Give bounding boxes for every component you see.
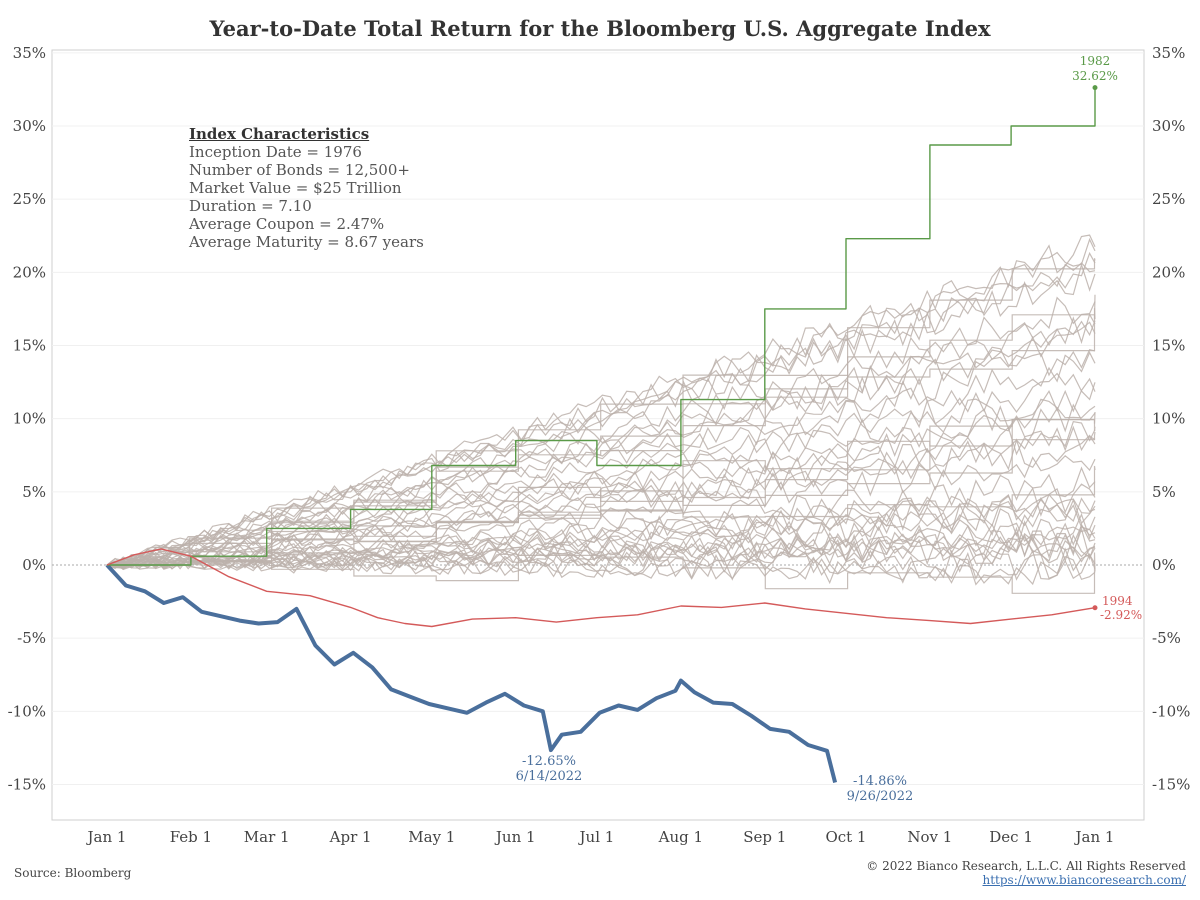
- y-tick-label-right: -10%: [1152, 702, 1190, 720]
- data-label-1994-value: -2.92%: [1100, 608, 1142, 622]
- series-line-other-year: [107, 308, 1096, 566]
- y-tick-label-right: 20%: [1152, 263, 1185, 281]
- data-label-1982-value: 32.62%: [1072, 69, 1118, 83]
- index-characteristics-box: Index Characteristics Inception Date = 1…: [189, 125, 424, 251]
- y-tick-label-left: 0%: [22, 556, 46, 574]
- index-characteristic-line: Average Maturity = 8.67 years: [189, 233, 424, 251]
- index-characteristics-heading: Index Characteristics: [189, 125, 370, 143]
- series-line-other-year: [107, 411, 1096, 566]
- copyright-note: © 2022 Bianco Research, L.L.C. All Right…: [866, 859, 1186, 887]
- series-line-other-year: [106, 320, 1096, 568]
- copyright-text: © 2022 Bianco Research, L.L.C. All Right…: [866, 859, 1186, 873]
- data-label-2022-last-date: 9/26/2022: [847, 789, 914, 804]
- x-tick-label: Jan 1: [86, 828, 127, 846]
- y-tick-label-right: -5%: [1152, 629, 1181, 647]
- data-label-2022-last: -14.86%: [853, 774, 907, 789]
- y-tick-label-right: 15%: [1152, 337, 1185, 355]
- x-tick-label: Oct 1: [825, 828, 866, 846]
- y-tick-label-left: 25%: [13, 190, 46, 208]
- series-line-other-year: [106, 547, 1096, 581]
- series-line-other-year: [106, 555, 1096, 586]
- y-tick-label-right: -15%: [1152, 776, 1190, 794]
- y-tick-label-left: 20%: [13, 263, 46, 281]
- end-point-1982: [1092, 85, 1098, 91]
- series-line-other-year: [106, 526, 1096, 570]
- index-characteristic-line: Number of Bonds = 12,500+: [189, 161, 410, 179]
- website-link[interactable]: https://www.biancoresearch.com/: [982, 873, 1186, 887]
- y-tick-label-left: -15%: [8, 776, 46, 794]
- x-tick-label: Sep 1: [743, 828, 786, 846]
- y-tick-label-left: 5%: [22, 483, 46, 501]
- y-tick-label-right: 5%: [1152, 483, 1176, 501]
- chart-title: Year-to-Date Total Return for the Bloomb…: [209, 16, 991, 41]
- x-tick-label: Apr 1: [329, 828, 372, 846]
- series-line-1982: [107, 87, 1096, 566]
- data-label-1994: 1994: [1102, 594, 1133, 608]
- x-tick-label: May 1: [408, 828, 455, 846]
- series-line-other-year: [106, 536, 1096, 570]
- y-tick-label-right: 10%: [1152, 410, 1185, 428]
- y-tick-label-left: -5%: [17, 629, 46, 647]
- x-tick-label: Dec 1: [989, 828, 1033, 846]
- y-tick-label-left: 30%: [13, 117, 46, 135]
- end-point-1994: [1092, 605, 1098, 611]
- y-tick-label-right: 25%: [1152, 190, 1185, 208]
- plot-frame: [51, 49, 1145, 821]
- series-line-other-year: [106, 262, 1096, 567]
- series-line-2022: [105, 563, 838, 783]
- y-tick-label-right: 35%: [1152, 44, 1185, 62]
- y-tick-label-left: -10%: [8, 702, 46, 720]
- index-characteristic-line: Inception Date = 1976: [189, 143, 362, 161]
- series-line-1994: [106, 548, 1096, 628]
- x-tick-label: Aug 1: [658, 828, 703, 846]
- data-label-2022-low-date: 6/14/2022: [516, 769, 583, 784]
- series-line-other-year: [106, 296, 1096, 569]
- x-tick-label: Jul 1: [578, 828, 615, 846]
- source-note: Source: Bloomberg: [14, 866, 132, 880]
- x-tick-label: Jun 1: [494, 828, 536, 846]
- x-tick-label: Nov 1: [907, 828, 952, 846]
- series-line-other-year: [106, 351, 1096, 566]
- series-line-other-year: [107, 465, 1096, 566]
- index-characteristic-line: Average Coupon = 2.47%: [189, 215, 385, 233]
- y-tick-label-left: 35%: [13, 44, 46, 62]
- x-tick-label: Mar 1: [244, 828, 290, 846]
- series-line-other-year: [106, 526, 1096, 570]
- y-tick-label-left: 10%: [13, 410, 46, 428]
- y-tick-label-right: 30%: [1152, 117, 1185, 135]
- y-tick-label-left: 15%: [13, 337, 46, 355]
- series-line-other-year: [106, 251, 1096, 566]
- index-characteristic-line: Duration = 7.10: [189, 197, 312, 215]
- data-label-1982: 1982: [1080, 54, 1111, 68]
- index-characteristic-line: Market Value = $25 Trillion: [189, 179, 402, 197]
- data-label-2022-low: -12.65%: [522, 754, 576, 769]
- x-tick-label: Feb 1: [170, 828, 212, 846]
- series-line-other-year: [106, 552, 1096, 584]
- x-tick-label: Jan 1: [1074, 828, 1115, 846]
- y-tick-label-right: 0%: [1152, 556, 1176, 574]
